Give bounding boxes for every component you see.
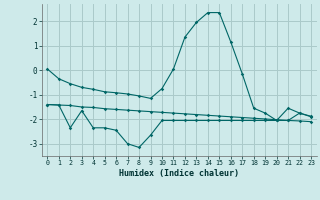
- X-axis label: Humidex (Indice chaleur): Humidex (Indice chaleur): [119, 169, 239, 178]
